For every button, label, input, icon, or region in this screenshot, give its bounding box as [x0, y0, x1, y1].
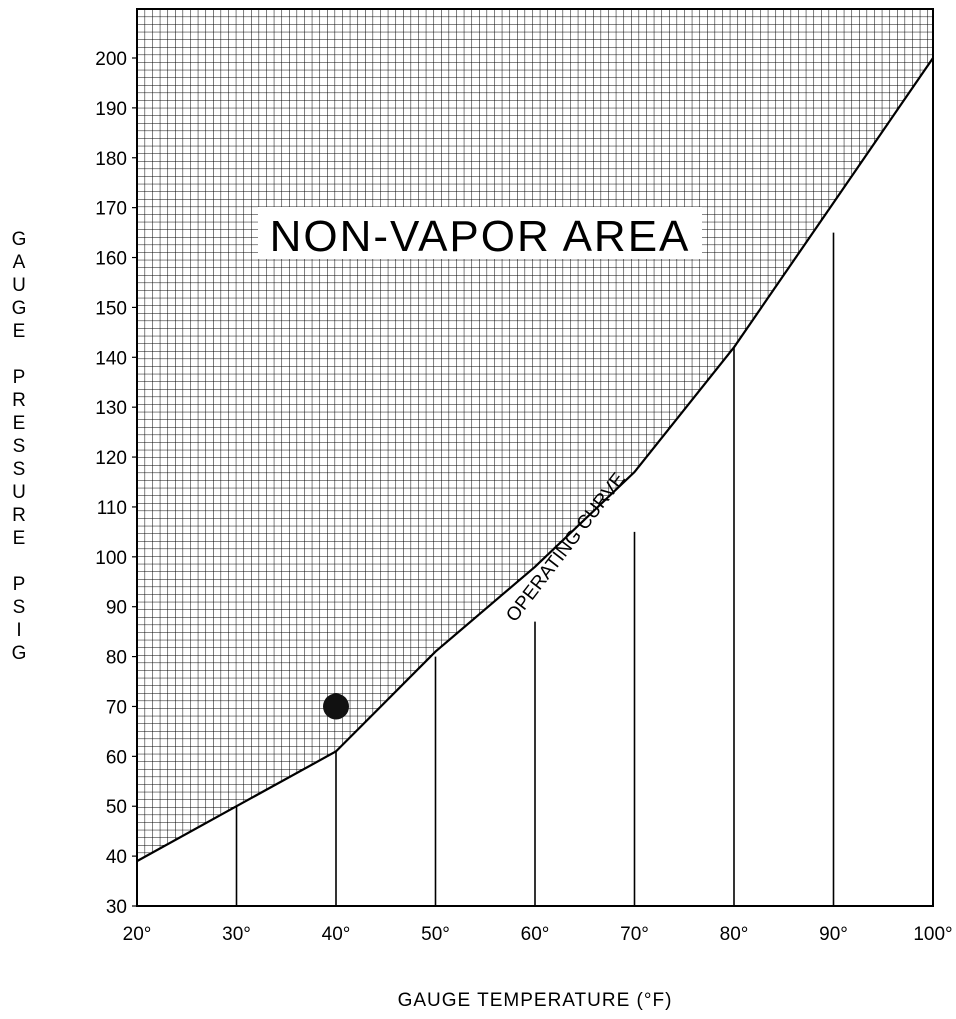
y-tick-label: 110	[97, 498, 127, 519]
operating-curve-line	[136, 57, 934, 863]
operating-point-marker	[323, 693, 349, 720]
y-tick-label: 120	[95, 448, 127, 469]
x-tick-label: 80°	[720, 924, 749, 945]
y-tick-label: 30	[106, 897, 127, 918]
x-tick-label: 70°	[620, 924, 649, 945]
y-tick-label: 180	[95, 149, 127, 170]
y-tick-label: 130	[95, 398, 127, 419]
y-tick-label: 50	[106, 797, 127, 818]
region-label: NON-VAPOR AREA	[258, 207, 702, 261]
x-tick-label: 40°	[322, 924, 351, 945]
x-axis-title: GAUGE TEMPERATURE (°F)	[398, 990, 673, 1011]
y-tick-label: 140	[95, 348, 127, 369]
y-tick-label: 150	[95, 298, 127, 319]
x-tick-label: 60°	[521, 924, 550, 945]
y-tick-label: 80	[106, 648, 127, 669]
y-tick-label: 190	[95, 99, 127, 120]
y-tick-label: 40	[106, 847, 127, 868]
x-tick-label: 50°	[421, 924, 450, 945]
y-tick-label: 100	[95, 548, 127, 569]
x-tick-label: 90°	[819, 924, 848, 945]
y-axis-ticks: 30 40 50 60 70 80 90 100 110 120 130 140 150 160 170 18…	[95, 49, 137, 918]
non-vapor-area-label: NON-VAPOR AREA	[270, 212, 691, 261]
y-tick-label: 70	[106, 697, 127, 718]
x-axis-ticks: 20° 30° 40° 50° 60° 70° 80° 90° 100°	[123, 924, 953, 945]
x-tick-label: 20°	[123, 924, 152, 945]
y-tick-label: 90	[106, 598, 127, 619]
y-tick-label: 160	[95, 249, 127, 270]
vertical-drop-lines	[235, 232, 835, 906]
y-tick-label: 170	[95, 199, 127, 220]
x-tick-label: 100°	[913, 924, 952, 945]
y-tick-label: 60	[106, 747, 127, 768]
y-tick-label: 200	[95, 49, 127, 70]
x-tick-label: 30°	[222, 924, 251, 945]
